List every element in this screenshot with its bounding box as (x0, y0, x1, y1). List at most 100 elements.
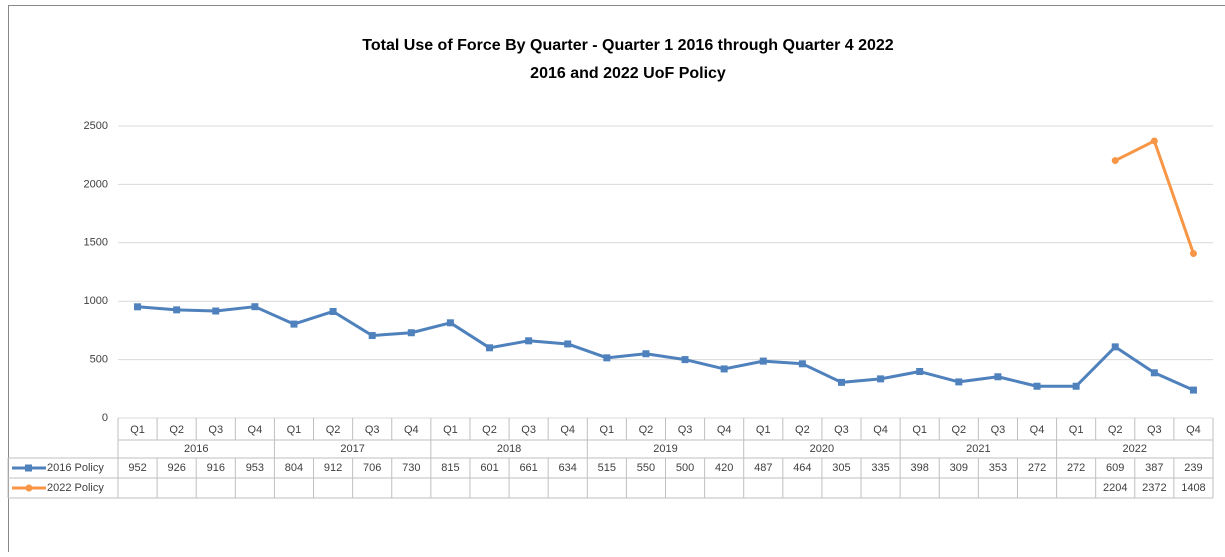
data-table-value: 500 (676, 462, 694, 474)
data-table-value: 420 (715, 462, 733, 474)
group-label: 2021 (966, 443, 990, 455)
x-tick-label: Q3 (991, 424, 1006, 436)
data-table-value: 601 (480, 462, 498, 474)
marker (994, 373, 1001, 380)
marker (721, 365, 728, 372)
data-table-value: 305 (832, 462, 850, 474)
series-line (1115, 141, 1193, 254)
x-tick-label: Q3 (834, 424, 849, 436)
marker (1073, 383, 1080, 390)
chart-subtitle: 2016 and 2022 UoF Policy (530, 65, 726, 82)
group-label: 2020 (810, 443, 834, 455)
series-line (138, 307, 1194, 390)
marker (1151, 137, 1158, 144)
data-table-value: 815 (441, 462, 459, 474)
marker (1190, 250, 1197, 257)
data-table-value: 926 (167, 462, 185, 474)
data-table-value: 335 (871, 462, 889, 474)
marker (525, 337, 532, 344)
x-tick-label: Q1 (912, 424, 927, 436)
y-tick-label: 1000 (84, 295, 108, 307)
marker (760, 358, 767, 365)
marker (447, 319, 454, 326)
y-tick-label: 1500 (84, 237, 108, 249)
marker (173, 306, 180, 313)
y-tick-label: 2500 (84, 120, 108, 132)
x-tick-label: Q4 (873, 424, 888, 436)
x-tick-label: Q2 (482, 424, 497, 436)
marker (134, 303, 141, 310)
x-tick-label: Q4 (248, 424, 263, 436)
marker (1151, 369, 1158, 376)
marker (330, 308, 337, 315)
x-tick-label: Q1 (443, 424, 458, 436)
x-tick-label: Q1 (599, 424, 614, 436)
legend-marker (25, 465, 32, 472)
data-table-value: 272 (1028, 462, 1046, 474)
x-tick-label: Q3 (208, 424, 223, 436)
marker (877, 375, 884, 382)
x-tick-label: Q3 (521, 424, 536, 436)
group-label: 2017 (340, 443, 364, 455)
data-table-value: 487 (754, 462, 772, 474)
x-tick-label: Q4 (404, 424, 419, 436)
data-table-value: 515 (598, 462, 616, 474)
marker (799, 360, 806, 367)
marker (642, 350, 649, 357)
marker (212, 308, 219, 315)
data-table-value: 239 (1184, 462, 1202, 474)
x-tick-label: Q4 (1030, 424, 1045, 436)
marker (251, 303, 258, 310)
marker (1112, 343, 1119, 350)
x-tick-label: Q1 (1069, 424, 1084, 436)
x-tick-label: Q4 (717, 424, 732, 436)
x-tick-label: Q4 (1186, 424, 1201, 436)
chart-title: Total Use of Force By Quarter - Quarter … (362, 37, 894, 54)
data-table-value: 912 (324, 462, 342, 474)
data-table-value: 953 (246, 462, 264, 474)
group-label: 2019 (653, 443, 677, 455)
x-tick-label: Q3 (365, 424, 380, 436)
marker (1034, 383, 1041, 390)
x-tick-label: Q2 (639, 424, 654, 436)
x-tick-label: Q2 (326, 424, 341, 436)
group-label: 2022 (1123, 443, 1147, 455)
x-tick-label: Q4 (560, 424, 575, 436)
marker (486, 344, 493, 351)
marker (916, 368, 923, 375)
legend-label: 2016 Policy (47, 462, 104, 474)
x-tick-label: Q3 (678, 424, 693, 436)
data-table-value: 387 (1145, 462, 1163, 474)
y-tick-label: 2000 (84, 178, 108, 190)
data-table-value: 2204 (1103, 482, 1127, 494)
x-tick-label: Q2 (169, 424, 184, 436)
x-tick-label: Q1 (756, 424, 771, 436)
data-table-value: 2372 (1142, 482, 1166, 494)
y-tick-label: 0 (102, 412, 108, 424)
marker (290, 321, 297, 328)
legend-label: 2022 Policy (47, 482, 104, 494)
data-table-value: 916 (207, 462, 225, 474)
data-table-value: 398 (911, 462, 929, 474)
data-table-value: 661 (519, 462, 537, 474)
marker (1112, 157, 1119, 164)
legend-marker (26, 485, 33, 492)
x-tick-label: Q2 (1108, 424, 1123, 436)
group-label: 2018 (497, 443, 521, 455)
group-label: 2016 (184, 443, 208, 455)
marker (408, 329, 415, 336)
x-tick-label: Q2 (795, 424, 810, 436)
data-table-value: 609 (1106, 462, 1124, 474)
x-tick-label: Q3 (1147, 424, 1162, 436)
x-tick-label: Q2 (951, 424, 966, 436)
y-tick-label: 500 (90, 354, 108, 366)
marker (564, 340, 571, 347)
data-table-value: 804 (285, 462, 303, 474)
data-table-value: 309 (950, 462, 968, 474)
data-table-value: 730 (402, 462, 420, 474)
data-table-value: 550 (637, 462, 655, 474)
data-table-value: 464 (793, 462, 811, 474)
data-table-value: 706 (363, 462, 381, 474)
